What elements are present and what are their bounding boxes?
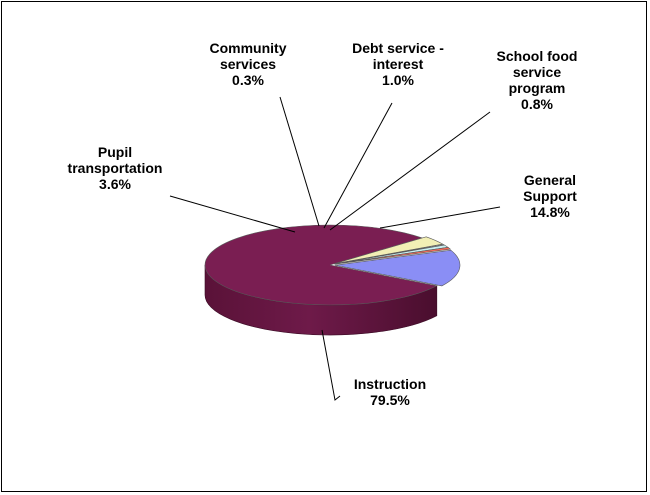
slice-label-school-food-service-program: School food service program 0.8%	[497, 48, 578, 112]
leader-line-school-food-service-program	[329, 111, 491, 231]
slice-label-community-services: Community services 0.3%	[210, 40, 287, 88]
pie-slice-instruction	[204, 224, 438, 306]
leader-line-general-support	[379, 206, 501, 229]
leader-line-community-services	[279, 96, 320, 227]
slice-label-debt-service-interest: Debt service -interest 1.0%	[352, 40, 444, 88]
leader-line-debt-service-interest	[323, 102, 393, 229]
leader-line-instruction	[321, 329, 341, 401]
pie-slice-general-support	[334, 249, 461, 287]
pie-slice-school-food-service-program	[334, 247, 452, 265]
slice-label-general-support: General Support 14.8%	[523, 172, 577, 220]
slice-label-instruction: Instruction 79.5%	[354, 376, 426, 408]
slice-label-pupil-transportation: Pupil transportation 3.6%	[68, 144, 163, 192]
leader-line-pupil-transportation	[169, 195, 296, 233]
